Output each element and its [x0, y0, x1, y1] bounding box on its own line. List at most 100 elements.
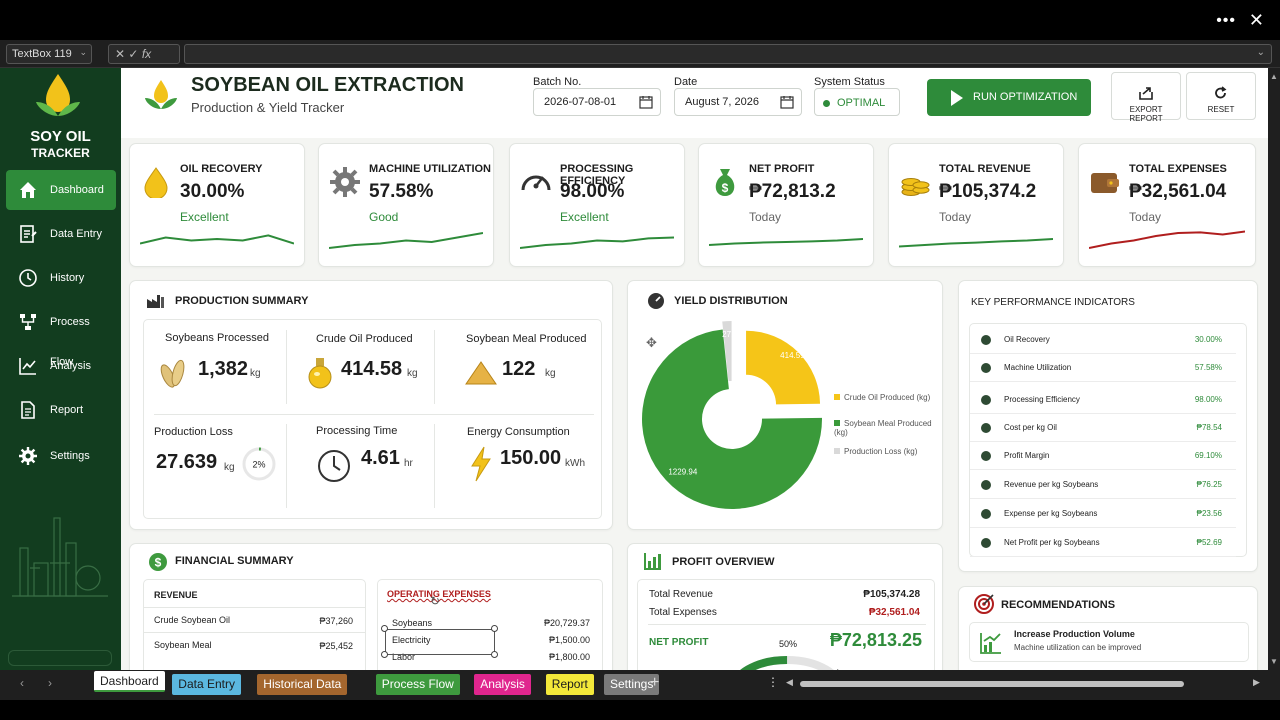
- formula-input[interactable]: ⌄: [184, 44, 1272, 64]
- kpi-sparkline: [899, 238, 1053, 248]
- sidebar-item-history[interactable]: History: [6, 258, 116, 298]
- kpi-sparkline-line: [329, 232, 483, 249]
- kpi-value: 57.58%: [369, 181, 434, 202]
- coins-icon: [901, 178, 930, 196]
- oil-flask-icon: [308, 358, 332, 389]
- kpi-value: ₱72,813.2: [749, 181, 836, 202]
- legend-swatch: [834, 420, 840, 426]
- kpi-status: Excellent: [180, 210, 229, 224]
- scroll-up-icon[interactable]: ▲: [1270, 72, 1278, 81]
- date-label: Date: [674, 76, 698, 88]
- kpi-panel-row: Cost per kg Oil ₱78.54: [970, 414, 1236, 442]
- tab-data-entry[interactable]: Data Entry: [172, 674, 241, 695]
- reset-button[interactable]: RESET: [1186, 72, 1256, 120]
- bar-chart-icon: [981, 395, 991, 405]
- expense-row-value: ₱20,729.37: [543, 618, 590, 628]
- horizontal-scrollbar[interactable]: [796, 680, 1256, 688]
- yield-slice[interactable]: [642, 329, 822, 509]
- cancel-icon[interactable]: ✕: [115, 47, 126, 61]
- production-loss-unit: kg: [224, 462, 235, 473]
- tab-report[interactable]: Report: [545, 674, 594, 695]
- kpi-panel-row-name: Oil Recovery: [1004, 335, 1050, 344]
- financial-summary-title: FINANCIAL SUMMARY: [175, 555, 294, 567]
- calendar-icon[interactable]: [639, 95, 653, 109]
- yield-slice-label: 414.59: [780, 351, 805, 360]
- profit-gauge-fill: [740, 656, 834, 670]
- kpi-panel-row-name: Net Profit per kg Soybeans: [1004, 538, 1100, 547]
- name-box-value: TextBox 119: [12, 48, 72, 60]
- run-optimization-button[interactable]: RUN OPTIMIZATION: [927, 79, 1091, 116]
- soybeans-processed-unit: kg: [250, 368, 261, 379]
- gear-icon: [19, 447, 37, 465]
- kpi-title: PROCESSING EFFICIENCY: [560, 163, 634, 187]
- confirm-icon[interactable]: ✓: [128, 47, 139, 61]
- wallet-icon: [1091, 173, 1119, 193]
- tab-analysis[interactable]: Analysis: [474, 674, 531, 695]
- textbox-selection[interactable]: [385, 629, 495, 655]
- hscroll-right-icon[interactable]: ▶: [1253, 677, 1260, 687]
- add-sheet-icon[interactable]: +: [650, 674, 660, 691]
- resize-handle[interactable]: [491, 625, 498, 632]
- sidebar-item-report[interactable]: Report: [6, 390, 116, 430]
- resize-handle[interactable]: [381, 625, 388, 632]
- kpi-status: Excellent: [560, 210, 609, 224]
- yield-donut-chart: 414.59 1229.94 27.: [642, 321, 822, 509]
- more-options-icon[interactable]: •••: [1216, 12, 1236, 29]
- kpi-panel-row: Net Profit per kg Soybeans ₱52.69: [970, 529, 1236, 557]
- revenue-row-label: Crude Soybean Oil: [154, 615, 231, 625]
- name-box[interactable]: TextBox 119 ⌄: [6, 44, 92, 64]
- tab-scroll-left-icon[interactable]: ‹: [20, 676, 24, 690]
- kpi-title: OIL RECOVERY: [180, 163, 263, 175]
- page-subtitle: Production & Yield Tracker: [191, 100, 345, 115]
- total-expenses-label: Total Expenses: [649, 607, 717, 618]
- resize-handle[interactable]: [381, 651, 388, 658]
- kpi-panel-row-name: Processing Efficiency: [1004, 395, 1080, 404]
- production-loss-value: 27.639: [156, 451, 218, 473]
- total-revenue-value: ₱105,374.28: [863, 589, 920, 600]
- rotate-handle-icon[interactable]: ↻: [430, 594, 441, 608]
- yield-slice[interactable]: [746, 330, 821, 405]
- export-report-button[interactable]: EXPORT REPORT: [1111, 72, 1181, 123]
- tab-process-flow[interactable]: Process Flow: [375, 674, 460, 695]
- batch-field[interactable]: 2026-07-08-01: [533, 88, 661, 116]
- kpi-card-total-expenses: TOTAL EXPENSES ₱32,561.04 Today: [1078, 143, 1256, 267]
- sidebar-item-process-flow[interactable]: Process Flow: [6, 302, 116, 368]
- sidebar-item-dashboard[interactable]: Dashboard: [6, 170, 116, 210]
- yield-slice[interactable]: [722, 321, 732, 382]
- sidebar-item-data-entry[interactable]: Data Entry: [6, 214, 116, 254]
- kpi-panel-row-value: 57.58%: [1194, 363, 1222, 372]
- money-icon: [981, 538, 991, 548]
- date-field[interactable]: August 7, 2026: [674, 88, 802, 116]
- close-icon[interactable]: ✕: [1248, 10, 1264, 30]
- tab-scroll-right-icon[interactable]: ›: [48, 676, 52, 690]
- horizontal-scrollbar-thumb[interactable]: [800, 681, 1184, 687]
- sidebar-item-analysis[interactable]: Analysis: [6, 346, 116, 386]
- tab-dashboard[interactable]: Dashboard: [94, 671, 165, 692]
- processing-time-label: Processing Time: [316, 425, 398, 437]
- hscroll-left-icon[interactable]: ◀: [786, 677, 793, 687]
- fx-label[interactable]: fx: [141, 47, 152, 61]
- recommendation-item[interactable]: Increase Production Volume Machine utili…: [969, 622, 1249, 662]
- tab-settings[interactable]: Settings: [604, 674, 660, 695]
- svg-text:$: $: [722, 181, 729, 195]
- calendar-icon[interactable]: [780, 95, 794, 109]
- sidebar-item-settings[interactable]: Settings: [6, 436, 116, 476]
- recommendations-title: RECOMMENDATIONS: [1001, 599, 1116, 611]
- pie-icon: [981, 451, 991, 461]
- revenue-panel: REVENUE Crude Soybean Oil ₱37,260 Soybea…: [143, 579, 366, 670]
- kpi-status: Good: [369, 210, 399, 224]
- yield-slice-label: 27.: [722, 330, 733, 339]
- dashboard-sheet: SOY OIL TRACKER Dashboard Data Entry His…: [0, 68, 1268, 670]
- operating-expenses-panel: OPERATING EXPENSES Soybeans ₱20,729.37 E…: [377, 579, 603, 670]
- legend-swatch: [834, 448, 840, 454]
- kpi-panel-row: Expense per kg Soybeans ₱23.56: [970, 500, 1236, 528]
- tab-historical-data[interactable]: Historical Data: [257, 674, 348, 695]
- expand-formula-icon[interactable]: ⌄: [1256, 47, 1265, 58]
- more-sheets-icon[interactable]: ⋮: [767, 675, 779, 689]
- chevron-down-icon[interactable]: ⌄: [79, 47, 87, 57]
- scroll-down-icon[interactable]: ▼: [1270, 657, 1278, 666]
- kpi-panel-title: KEY PERFORMANCE INDICATORS: [971, 297, 1135, 308]
- chart-icon: [19, 358, 36, 375]
- vertical-scrollbar[interactable]: ▲ ▼: [1268, 68, 1280, 670]
- resize-handle[interactable]: [491, 651, 498, 658]
